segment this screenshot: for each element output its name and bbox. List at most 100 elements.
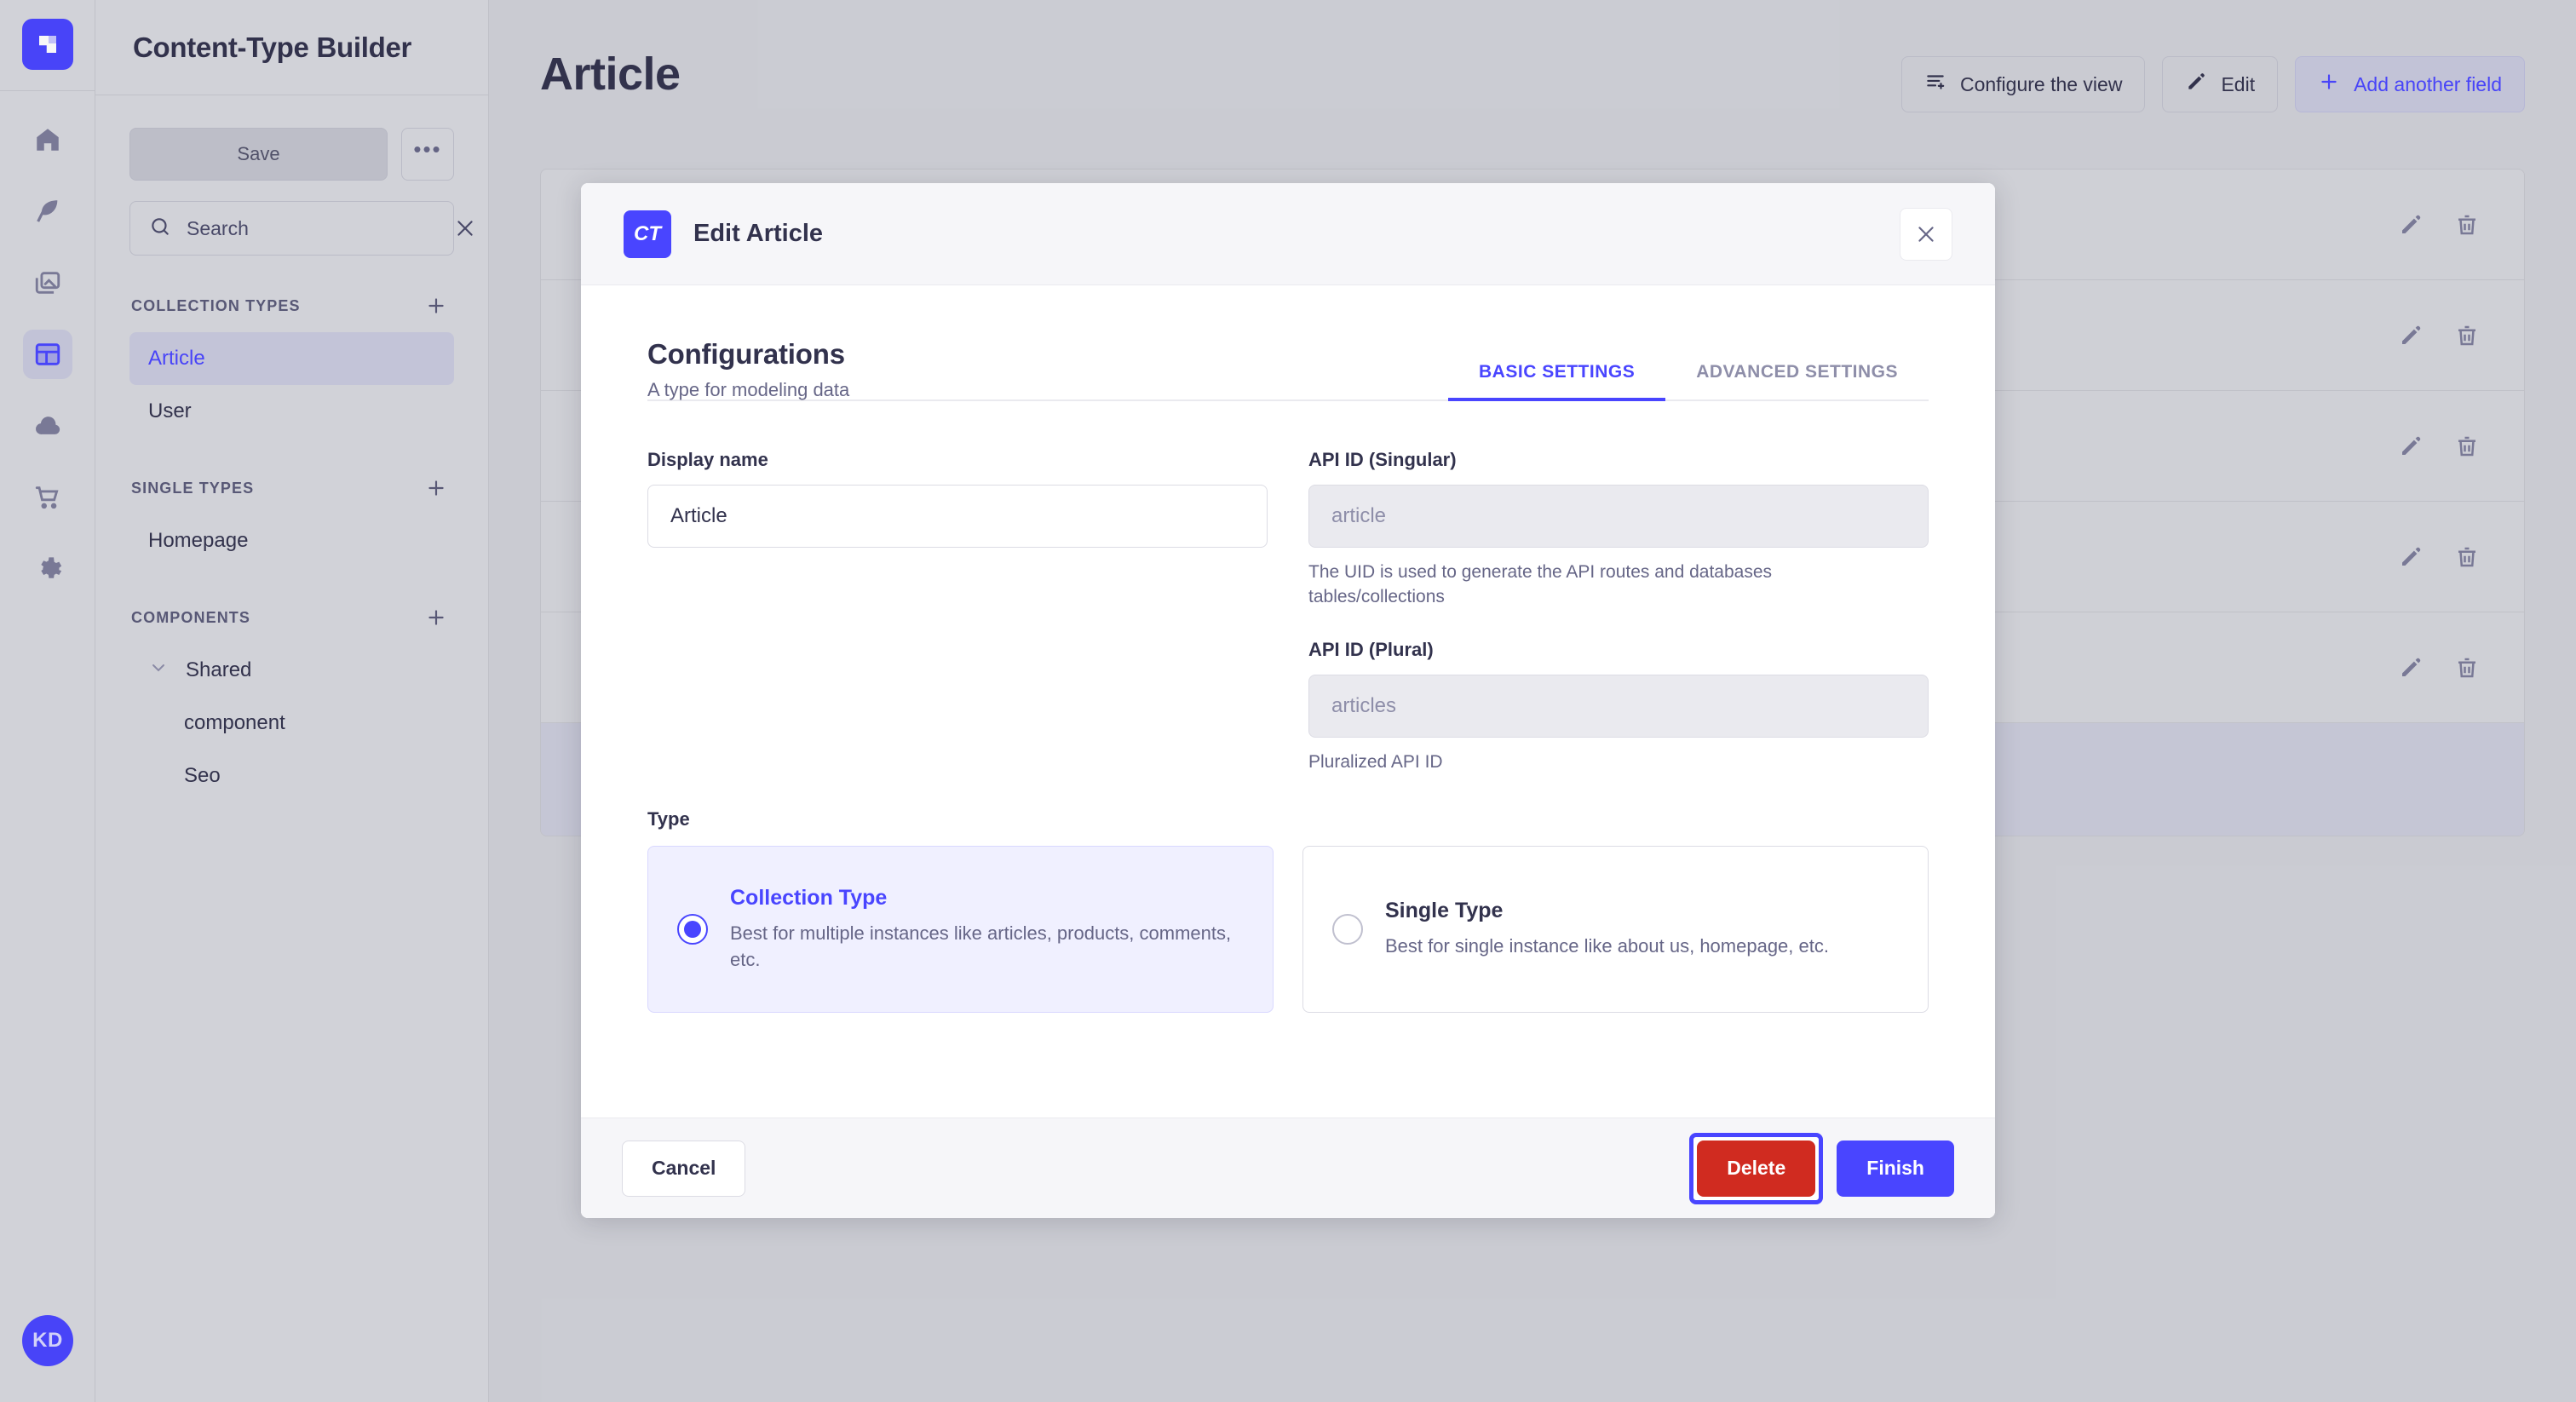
api-id-plural-label: API ID (Plural): [1308, 638, 1434, 660]
radio-dot: [684, 921, 701, 939]
type-option-name: Collection Type: [730, 885, 888, 910]
api-id-plural-field-block: API ID (Plural) Pluralized API ID: [1308, 639, 1929, 774]
trash-icon[interactable]: [2454, 544, 2480, 570]
pencil-icon[interactable]: [2398, 544, 2424, 570]
api-id-singular-input[interactable]: [1308, 485, 1929, 548]
pencil-icon[interactable]: [2398, 212, 2424, 238]
strapi-logo-icon[interactable]: [21, 19, 73, 70]
search-input[interactable]: [187, 216, 439, 240]
api-id-singular-hint: The UID is used to generate the API rout…: [1308, 562, 1773, 607]
plus-icon: [2318, 71, 2340, 98]
sidebar-collapse-shared[interactable]: Shared: [129, 644, 454, 697]
display-name-label: Display name: [647, 449, 768, 470]
configurations-text: Configurations A type for modeling data: [647, 338, 849, 401]
radio-single-type[interactable]: [1332, 914, 1363, 945]
group-list: Article User: [129, 332, 454, 438]
trash-icon[interactable]: [2454, 655, 2480, 681]
finish-button[interactable]: Finish: [1837, 1140, 1954, 1197]
type-option-single-type[interactable]: Single Type Best for single instance lik…: [1302, 846, 1929, 1014]
home-icon[interactable]: [23, 115, 72, 164]
avatar[interactable]: KD: [22, 1315, 73, 1366]
add-single-type-plus-icon[interactable]: [422, 474, 451, 503]
type-option-description: Best for multiple instances like article…: [730, 922, 1232, 970]
form-left-column: Display name: [647, 449, 1268, 803]
content-type-sidebar: Content-Type Builder Save ••• COLLECTION…: [95, 0, 489, 1402]
sidebar-actions: Save •••: [129, 128, 454, 181]
pencil-icon: [2185, 71, 2207, 98]
add-component-plus-icon[interactable]: [422, 603, 451, 632]
media-library-icon[interactable]: [23, 258, 72, 307]
sidebar-group-collection-types: COLLECTION TYPES Article User: [129, 291, 454, 438]
sidebar-title: Content-Type Builder: [133, 31, 412, 63]
sidebar-group-single-types: SINGLE TYPES Homepage: [129, 474, 454, 567]
sidebar-group-components: COMPONENTS Shared component Seo: [129, 603, 454, 802]
form-right-column: API ID (Singular) The UID is used to gen…: [1308, 449, 1929, 803]
search-icon: [149, 215, 171, 242]
api-id-plural-hint: Pluralized API ID: [1308, 751, 1443, 772]
api-id-plural-input[interactable]: [1308, 674, 1929, 738]
display-name-input[interactable]: [647, 485, 1268, 548]
pencil-icon[interactable]: [2398, 323, 2424, 348]
main-nav-rail: KD: [0, 0, 95, 1402]
pencil-icon[interactable]: [2398, 434, 2424, 459]
form-grid: Display name API ID (Singular) The UID i…: [647, 449, 1929, 803]
configure-the-view-button[interactable]: Configure the view: [1900, 56, 2146, 112]
sidebar-item-homepage[interactable]: Homepage: [148, 529, 249, 552]
button-label: Add another field: [2354, 72, 2502, 95]
group-label: SINGLE TYPES: [131, 479, 255, 497]
cloud-icon[interactable]: [23, 401, 72, 451]
tab-basic-settings[interactable]: BASIC SETTINGS: [1448, 362, 1665, 401]
type-options: Collection Type Best for multiple instan…: [647, 846, 1929, 1014]
group-header: COLLECTION TYPES: [129, 291, 454, 320]
content-type-badge: CT: [624, 210, 671, 258]
display-name-field-block: Display name: [647, 449, 1268, 548]
delete-button[interactable]: Delete: [1697, 1140, 1816, 1197]
type-option-collection-type[interactable]: Collection Type Best for multiple instan…: [647, 846, 1274, 1014]
add-collection-type-plus-icon[interactable]: [422, 291, 451, 320]
sidebar-item-component[interactable]: component: [184, 711, 285, 734]
page-header: Article Configure the view Edit: [489, 0, 2576, 112]
cancel-button[interactable]: Cancel: [622, 1140, 746, 1197]
close-icon[interactable]: [1900, 207, 1952, 261]
group-label: COLLECTION TYPES: [131, 296, 301, 314]
configurations-header: Configurations A type for modeling data …: [647, 338, 1929, 401]
page-header-actions: Configure the view Edit Add another fiel…: [1900, 48, 2525, 112]
sidebar-item-user[interactable]: User: [148, 399, 192, 422]
chevron-down-icon: [148, 658, 169, 684]
content-type-builder-icon[interactable]: [22, 330, 72, 379]
delete-button-focus-ring: Delete: [1689, 1132, 1824, 1204]
add-another-field-button[interactable]: Add another field: [2295, 56, 2525, 112]
tab-advanced-settings[interactable]: ADVANCED SETTINGS: [1665, 362, 1929, 401]
pencil-icon[interactable]: [2398, 655, 2424, 681]
settings-gear-icon[interactable]: [23, 544, 72, 594]
clear-search-icon[interactable]: [454, 217, 476, 239]
rail-divider: [0, 90, 95, 91]
content-manager-feather-icon[interactable]: [23, 187, 72, 236]
group-list: Homepage: [129, 514, 454, 567]
group-label: COMPONENTS: [131, 608, 251, 626]
configurations-subtitle: A type for modeling data: [647, 379, 850, 400]
save-button[interactable]: Save: [129, 128, 388, 181]
button-label: Edit: [2221, 72, 2256, 95]
edit-button[interactable]: Edit: [2162, 56, 2279, 112]
radio-collection-type[interactable]: [677, 914, 708, 945]
sidebar-item-article[interactable]: Article: [129, 332, 454, 385]
settings-tabs: BASIC SETTINGS ADVANCED SETTINGS: [1448, 362, 1929, 401]
modal-title: Edit Article: [693, 220, 824, 247]
type-option-description: Best for single instance like about us, …: [1385, 935, 1829, 957]
edit-article-modal: CT Edit Article Configurations A type fo…: [581, 183, 1995, 1218]
modal-footer: Cancel Delete Finish: [581, 1118, 1995, 1218]
marketplace-cart-icon[interactable]: [23, 473, 72, 522]
trash-icon[interactable]: [2454, 212, 2480, 238]
collapse-label: Shared: [186, 658, 252, 681]
tabs-divider: [647, 399, 1929, 401]
type-option-text: Collection Type Best for multiple instan…: [730, 886, 1244, 974]
search-box[interactable]: [129, 201, 473, 256]
trash-icon[interactable]: [2454, 323, 2480, 348]
trash-icon[interactable]: [2454, 434, 2480, 459]
group-header: SINGLE TYPES: [129, 474, 454, 503]
sidebar-item-seo[interactable]: Seo: [184, 764, 221, 787]
rail-icon-list: [22, 115, 72, 594]
more-options-button[interactable]: •••: [401, 128, 454, 181]
modal-header: CT Edit Article: [581, 183, 1995, 285]
